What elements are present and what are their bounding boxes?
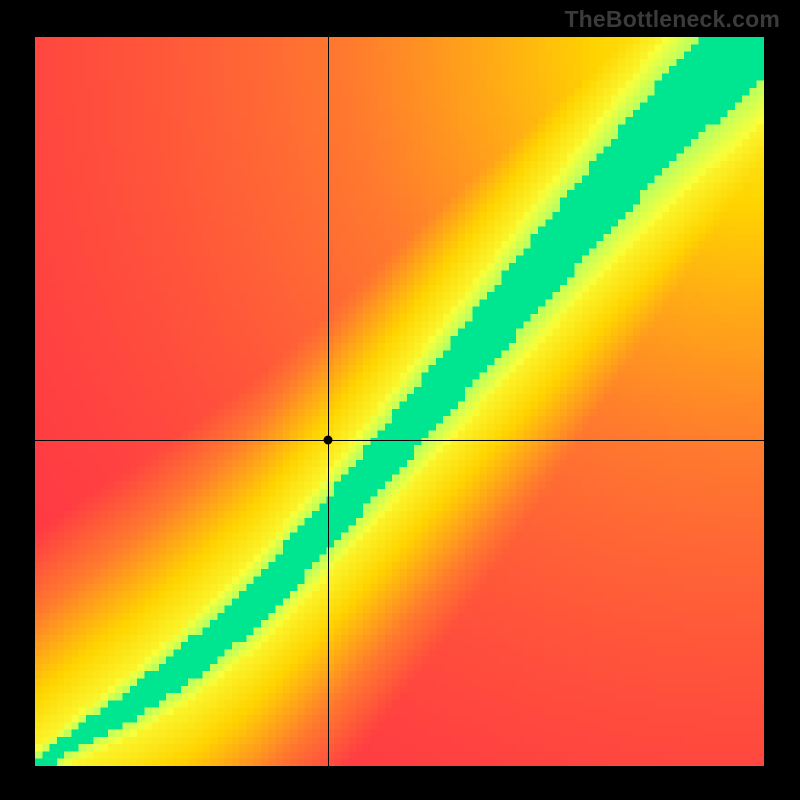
watermark-text: TheBottleneck.com xyxy=(564,6,780,33)
crosshair-marker xyxy=(324,436,333,445)
crosshair-horizontal xyxy=(35,440,764,441)
crosshair-vertical xyxy=(328,37,329,766)
plot-area xyxy=(35,37,764,766)
frame: TheBottleneck.com xyxy=(0,0,800,800)
heatmap-canvas xyxy=(35,37,764,766)
